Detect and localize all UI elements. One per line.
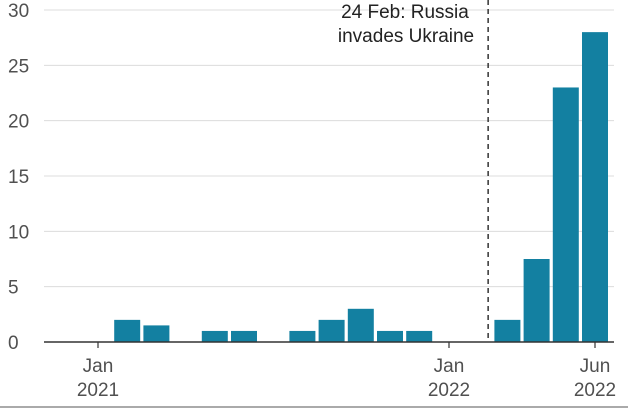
x-tick-label-year: 2021 — [77, 380, 119, 401]
invasion-annotation-line1: 24 Feb: Russia — [341, 2, 469, 23]
bar-2021-02 — [114, 319, 141, 342]
y-tick-label: 0 — [8, 333, 19, 354]
bar-2021-10 — [347, 308, 374, 342]
x-tick-label-month: Jan — [83, 356, 114, 377]
bar-2022-04 — [523, 259, 550, 342]
bar-2021-08 — [289, 330, 316, 342]
y-axis-ticks: 0 5 10 15 20 25 30 — [8, 1, 29, 354]
x-tick-label-year: 2022 — [574, 380, 616, 401]
bar-2021-11 — [377, 330, 403, 342]
x-tick-label-month: Jun — [580, 356, 611, 377]
x-tick-label-month: Jan — [434, 356, 465, 377]
bar-2021-12 — [406, 330, 433, 342]
x-tick-label-year: 2022 — [428, 380, 470, 401]
y-tick-label: 25 — [8, 56, 29, 77]
bar-2022-05 — [552, 87, 579, 342]
gridlines — [44, 9, 614, 288]
bar-2022-06 — [582, 32, 608, 343]
bar-2021-06 — [231, 330, 257, 342]
y-tick-label: 20 — [8, 112, 29, 133]
x-axis-ticks: Jan 2021 Jan 2022 Jun 2022 — [77, 342, 616, 401]
bar-2021-05 — [201, 330, 228, 342]
bar-2022-03 — [494, 319, 521, 342]
y-tick-label: 10 — [8, 222, 29, 243]
bar-2021-03 — [143, 325, 170, 342]
y-tick-label: 30 — [8, 1, 29, 22]
invasion-annotation-line2: invades Ukraine — [338, 26, 474, 47]
bar-2021-09 — [318, 319, 345, 342]
y-tick-label: 15 — [8, 167, 29, 188]
bars — [114, 32, 608, 343]
y-tick-label: 5 — [8, 278, 19, 299]
invasion-annotation: 24 Feb: Russia invades Ukraine — [338, 2, 474, 47]
